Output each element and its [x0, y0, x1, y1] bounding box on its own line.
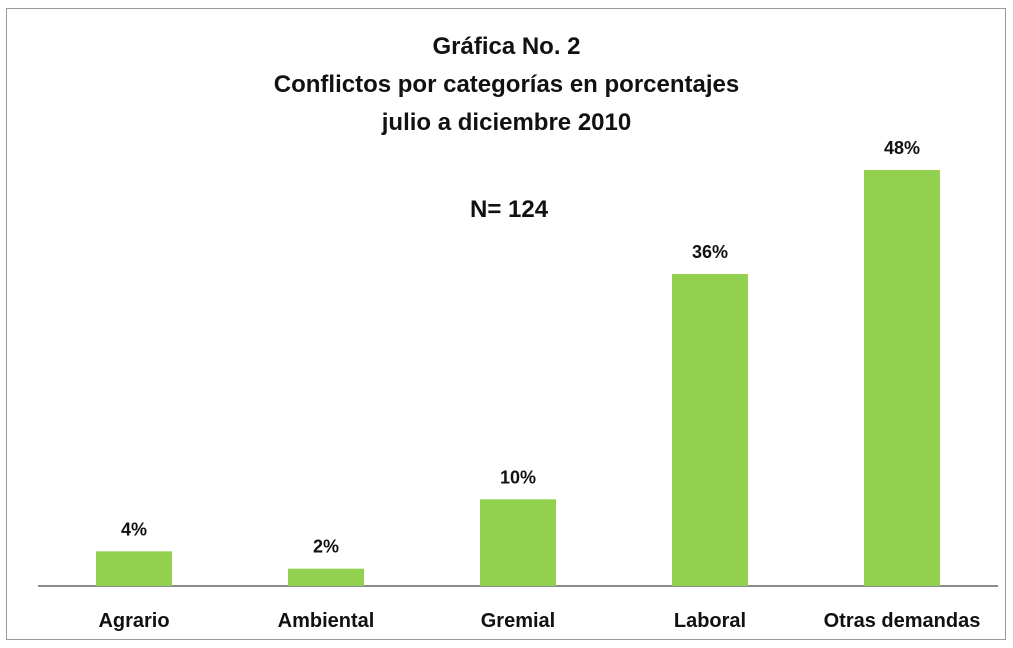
bar-ambiental — [288, 568, 364, 586]
bar-otras-demandas — [864, 170, 940, 586]
data-label-agrario: 4% — [121, 519, 147, 539]
x-tick-label-otras-demandas: Otras demandas — [824, 610, 981, 632]
data-label-gremial: 10% — [500, 467, 536, 487]
bar-gremial — [480, 499, 556, 586]
bar-agrario — [96, 551, 172, 586]
x-tick-label-ambiental: Ambiental — [278, 610, 375, 632]
chart-subtitle-line-1: Conflictos por categorías en porcentajes — [273, 71, 740, 98]
bar-laboral — [672, 274, 748, 586]
data-label-laboral: 36% — [692, 242, 728, 262]
x-tick-label-agrario: Agrario — [98, 610, 169, 632]
data-label-ambiental: 2% — [313, 537, 339, 557]
chart-title-block: Gráfica No. 2 Conflictos por categorías … — [0, 28, 1013, 142]
data-label-otras-demandas: 48% — [884, 138, 920, 158]
x-tick-label-laboral: Laboral — [674, 610, 746, 632]
chart-title: Gráfica No. 2 — [432, 33, 581, 60]
sample-size-annotation: N= 124 — [470, 196, 549, 223]
chart-subtitle-line-2: julio a diciembre 2010 — [381, 109, 632, 136]
x-tick-label-gremial: Gremial — [481, 610, 555, 632]
